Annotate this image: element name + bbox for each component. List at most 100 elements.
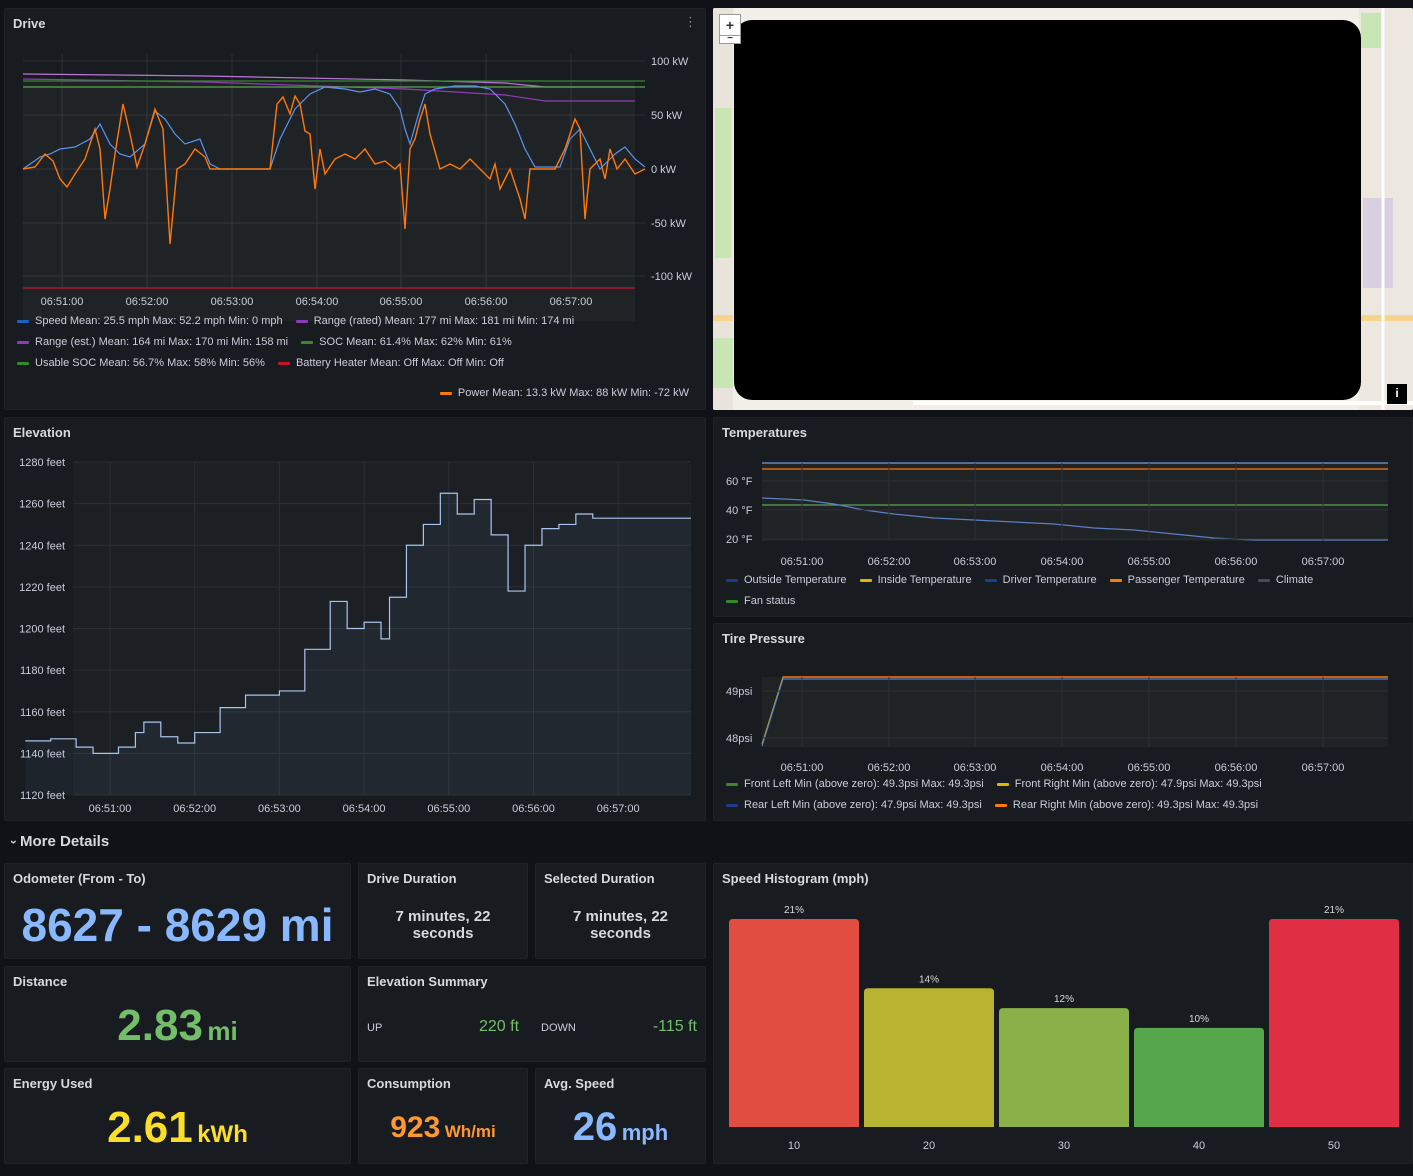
legend-label: Passenger Temperature (1127, 574, 1245, 586)
y-tick-label: 1140 feet (20, 748, 65, 760)
x-tick-label: 06:52:00 (173, 803, 216, 815)
legend-label: Outside Temperature (744, 574, 847, 586)
tire-pressure-chart[interactable]: 49psi 48psi 06:51:00 06:52:00 06:53:00 06:54:… (714, 624, 1413, 774)
bar-value-label: 12% (1054, 994, 1074, 1005)
speed-line (22, 85, 646, 171)
selected-duration-panel: Selected Duration 7 minutes, 22 seconds (535, 863, 706, 959)
odometer-value: 8627 - 8629 mi (21, 899, 334, 951)
legend-label: Speed Mean: 25.5 mph Max: 52.2 mph Min: … (35, 315, 283, 327)
x-tick-label: 06:57:00 (550, 296, 593, 308)
legend-item[interactable]: Battery Heater Mean: Off Max: Off Min: O… (277, 357, 504, 369)
map-route-overlay (734, 20, 1361, 400)
tire-pressure-panel: Tire Pressure 49psi 48psi 06:51:00 06:52:00… (713, 623, 1413, 821)
histogram-bar[interactable] (864, 988, 994, 1127)
elev-up-value: 220 ft (479, 1018, 520, 1035)
zoom-out-button[interactable]: − (719, 34, 741, 44)
x-tick-label: 06:51:00 (781, 762, 824, 774)
y-tick-label: 1280 feet (19, 457, 65, 469)
drive-legend: Speed Mean: 25.5 mph Max: 52.2 mph Min: … (17, 311, 697, 374)
y-tick-label: 1120 feet (20, 790, 65, 802)
legend-item[interactable]: Inside Temperature (859, 574, 972, 586)
x-tick-label: 06:57:00 (597, 803, 640, 815)
zoom-in-button[interactable]: + (719, 14, 741, 36)
elev-down-value: -115 ft (652, 1018, 697, 1035)
legend-item[interactable]: Front Left Min (above zero): 49.3psi Max… (726, 778, 984, 790)
energy-title: Energy Used (13, 1076, 93, 1091)
elevation-panel: Elevation 1280 feet 1260 feet 1240 feet 122… (4, 417, 706, 821)
distance-value: 2.83 (117, 1001, 203, 1050)
histogram-bar[interactable] (729, 918, 859, 1127)
energy-value: 2.61 (107, 1103, 193, 1152)
elevation-chart[interactable]: 1280 feet 1260 feet 1240 feet 1220 feet 1200… (5, 418, 706, 821)
y-tick-label: 49psi (726, 686, 752, 698)
legend-label: Power Mean: 13.3 kW Max: 88 kW Min: -72 … (457, 387, 689, 399)
legend-item[interactable]: Range (rated) Mean: 177 mi Max: 181 mi M… (295, 315, 574, 327)
distance-stat: 2.83 mi (5, 1001, 350, 1051)
legend-item[interactable]: Usable SOC Mean: 56.7% Max: 58% Min: 56% (17, 357, 265, 369)
temperatures-legend: Outside Temperature Inside Temperature D… (726, 570, 1406, 612)
y-tick-label: 20 °F (726, 534, 753, 546)
avg-speed-stat: 26 mph (536, 1105, 705, 1150)
panel-menu-icon[interactable]: ⋮ (684, 14, 697, 29)
x-tick-label: 40 (1193, 1140, 1205, 1152)
x-tick-label: 06:54:00 (1041, 556, 1084, 568)
x-tick-label: 06:54:00 (296, 296, 339, 308)
x-tick-label: 06:56:00 (1215, 762, 1258, 774)
drive-chart[interactable]: 100 kW 50 kW 0 kW -50 kW -100 kW 06:51:00 06:5… (5, 49, 706, 349)
x-tick-label: 06:56:00 (465, 296, 508, 308)
legend-item[interactable]: Front Right Min (above zero): 47.9psi Ma… (996, 778, 1262, 790)
map-panel[interactable]: + − i (713, 8, 1413, 410)
legend-item[interactable]: Driver Temperature (984, 574, 1097, 586)
x-tick-label: 30 (1058, 1140, 1070, 1152)
legend-item[interactable]: Rear Left Min (above zero): 47.9psi Max:… (726, 799, 982, 811)
legend-label: Usable SOC Mean: 56.7% Max: 58% Min: 56% (35, 357, 265, 369)
more-details-row[interactable]: ›More Details (7, 833, 109, 850)
elev-down-label: DOWN (541, 1022, 576, 1034)
legend-label: Front Left Min (above zero): 49.3psi Max… (744, 778, 984, 790)
chevron-down-icon[interactable]: › (7, 840, 21, 844)
legend-item[interactable]: Rear Right Min (above zero): 49.3psi Max… (994, 799, 1258, 811)
y-tick-label: 1260 feet (19, 499, 65, 511)
elevation-panel-title: Elevation (13, 425, 71, 440)
legend-item[interactable]: Speed Mean: 25.5 mph Max: 52.2 mph Min: … (17, 315, 283, 327)
elevation-summary-panel: Elevation Summary UP 220 ft DOWN -115 ft (358, 966, 706, 1062)
x-tick-label: 06:53:00 (954, 556, 997, 568)
selected-duration-line1: 7 minutes, 22 (572, 908, 669, 925)
y-tick-label: -50 kW (651, 218, 686, 230)
legend-label: Battery Heater Mean: Off Max: Off Min: O… (295, 357, 504, 369)
legend-item[interactable]: SOC Mean: 61.4% Max: 62% Min: 61% (301, 336, 512, 348)
histogram-bar[interactable] (999, 1008, 1129, 1127)
legend-item[interactable]: Range (est.) Mean: 164 mi Max: 170 mi Mi… (17, 336, 288, 348)
drive-duration-title: Drive Duration (367, 871, 457, 886)
power-line (22, 94, 646, 245)
legend-label: Fan status (744, 595, 796, 607)
x-tick-label: 06:55:00 (427, 803, 470, 815)
histogram-bar[interactable] (1269, 918, 1399, 1127)
legend-label: SOC Mean: 61.4% Max: 62% Min: 61% (319, 336, 512, 348)
temperatures-chart[interactable]: 60 °F 40 °F 20 °F 06:51:00 06:52:00 06:53:00 0… (714, 418, 1413, 568)
elevation-area (25, 493, 692, 795)
distance-panel: Distance 2.83 mi (4, 966, 351, 1062)
map-info-button[interactable]: i (1387, 384, 1407, 404)
odometer-title: Odometer (From - To) (13, 871, 146, 886)
legend-item[interactable]: Fan status (726, 595, 795, 607)
y-tick-label: 48psi (726, 733, 752, 745)
legend-item[interactable]: Passenger Temperature (1109, 574, 1245, 586)
consumption-value: 923 (390, 1111, 441, 1144)
x-tick-label: 06:52:00 (126, 296, 169, 308)
distance-title: Distance (13, 974, 68, 989)
x-tick-label: 06:54:00 (1041, 762, 1084, 774)
x-tick-label: 06:53:00 (954, 762, 997, 774)
energy-unit: kWh (197, 1121, 248, 1148)
legend-item[interactable]: Power Mean: 13.3 kW Max: 88 kW Min: -72 … (439, 387, 689, 399)
x-tick-label: 06:55:00 (380, 296, 423, 308)
temperatures-panel: Temperatures 60 °F 40 °F 20 °F 06:51:00 06:5… (713, 417, 1413, 617)
speed-histogram-panel: Speed Histogram (mph) 21% 10 14% 20 12% 30 10%… (713, 863, 1413, 1164)
histogram-bar[interactable] (1134, 1027, 1264, 1127)
speed-histogram-title: Speed Histogram (mph) (722, 871, 869, 886)
tire-pressure-panel-title: Tire Pressure (722, 631, 805, 646)
speed-histogram-chart[interactable]: 21% 10 14% 20 12% 30 10% 40 21% 50 (714, 864, 1413, 1164)
legend-item[interactable]: Climate (1257, 574, 1313, 586)
legend-item[interactable]: Outside Temperature (726, 574, 847, 586)
legend-label: Front Right Min (above zero): 47.9psi Ma… (1014, 778, 1262, 790)
